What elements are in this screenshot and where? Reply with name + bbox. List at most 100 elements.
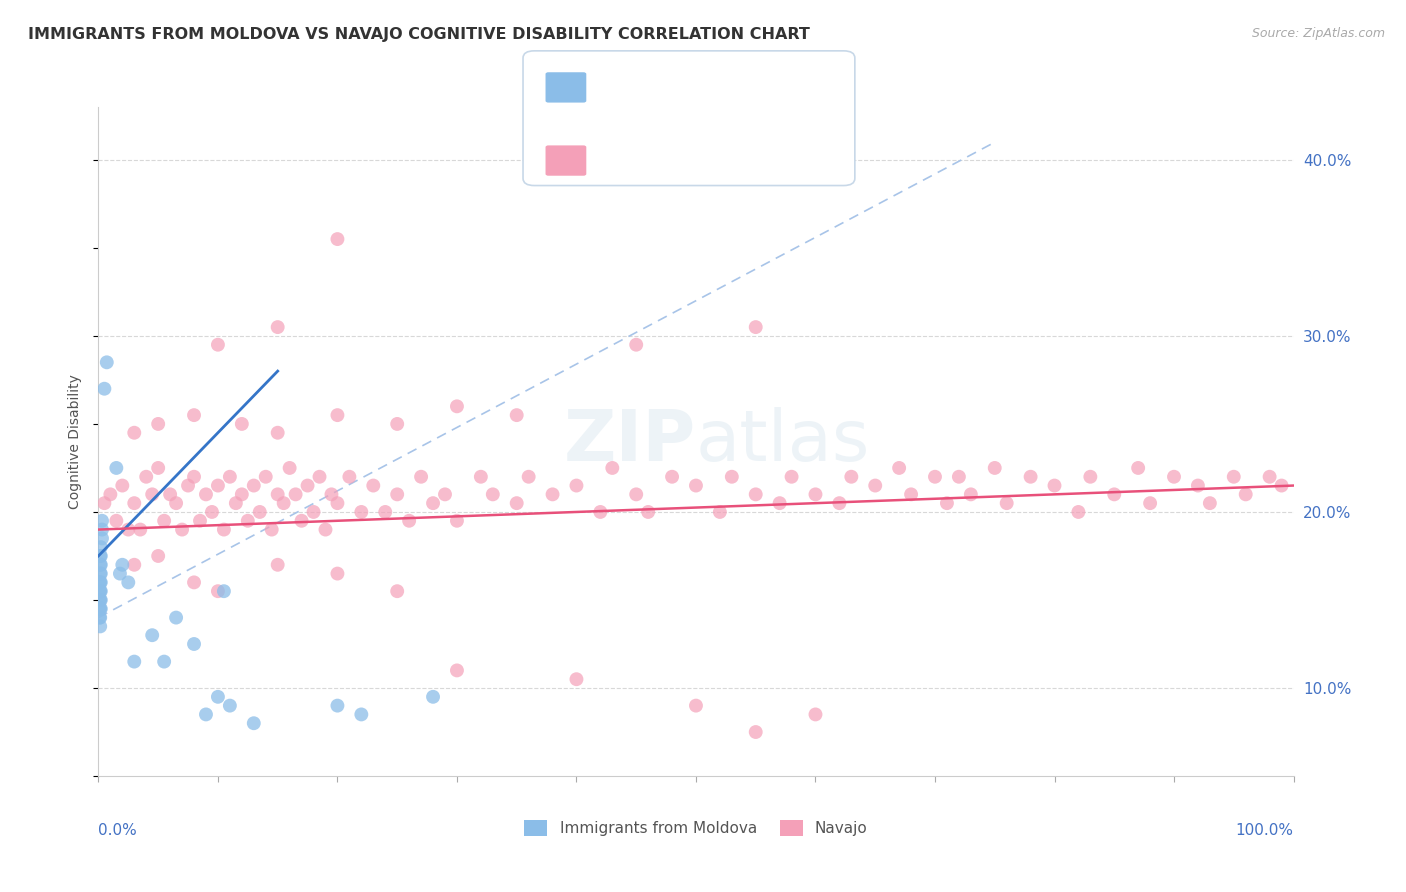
Point [315,523,337,537]
Point [1139,496,1161,510]
Point [685,698,707,713]
Point [984,461,1007,475]
Point [267,558,290,572]
Point [243,478,266,492]
Point [267,425,290,440]
Point [948,469,970,483]
Point [89,575,111,590]
Text: 44: 44 [714,78,735,93]
Point [1187,478,1209,492]
Point [231,417,253,431]
Point [745,320,768,334]
Point [89,610,111,624]
Point [995,496,1018,510]
Point [350,505,373,519]
Point [90,593,112,607]
Point [374,505,396,519]
Point [267,487,290,501]
Point [236,514,259,528]
Point [90,602,112,616]
Point [89,566,111,581]
Point [91,514,114,528]
Text: 0.224: 0.224 [620,78,668,93]
Point [207,337,229,351]
Point [90,566,112,581]
Legend: Immigrants from Moldova, Navajo: Immigrants from Moldova, Navajo [519,814,873,842]
Point [89,584,111,599]
Point [828,496,851,510]
Point [243,716,266,731]
Point [89,593,111,607]
Point [153,514,176,528]
Text: 0.156: 0.156 [620,152,668,166]
Point [105,514,128,528]
Point [326,496,349,510]
Point [207,690,229,704]
Point [385,487,409,501]
Point [90,549,112,563]
Point [89,593,111,607]
Text: atlas: atlas [696,407,870,476]
Point [188,514,211,528]
Point [89,584,111,599]
Point [841,469,863,483]
Point [482,487,505,501]
Text: N =: N = [686,152,720,166]
Point [89,610,111,624]
Point [637,505,659,519]
Point [141,628,163,642]
Point [89,619,111,633]
Text: R =: R = [595,152,628,166]
Point [422,690,444,704]
Point [1128,461,1150,475]
Point [1067,505,1090,519]
Point [183,408,205,422]
Point [135,469,157,483]
Point [446,664,468,678]
Y-axis label: Cognitive Disability: Cognitive Disability [69,374,83,509]
Point [249,505,271,519]
Point [141,487,163,501]
Point [124,425,146,440]
Point [260,523,283,537]
Point [302,505,325,519]
Point [90,558,112,572]
Point [89,602,111,616]
Point [267,320,290,334]
Point [108,566,131,581]
Point [470,469,492,483]
Point [183,575,205,590]
Point [411,469,433,483]
Point [745,487,768,501]
Point [159,487,181,501]
Text: 0.0%: 0.0% [98,822,138,838]
Point [219,698,242,713]
Point [124,496,146,510]
Point [960,487,983,501]
Point [254,469,277,483]
Point [339,469,361,483]
Point [1043,478,1066,492]
Point [685,478,707,492]
Point [172,523,194,537]
Point [195,487,218,501]
Text: ZIP: ZIP [564,407,696,476]
Point [446,514,468,528]
Point [165,496,187,510]
Point [350,707,373,722]
Point [936,496,959,510]
Point [148,417,170,431]
Point [385,584,409,599]
Point [148,549,170,563]
Point [89,549,111,563]
Point [1104,487,1126,501]
Point [924,469,946,483]
Point [212,523,235,537]
Point [385,417,409,431]
Point [183,469,205,483]
Point [1223,469,1246,483]
Point [105,461,128,475]
Point [1163,469,1185,483]
Point [804,487,827,501]
Point [111,558,134,572]
